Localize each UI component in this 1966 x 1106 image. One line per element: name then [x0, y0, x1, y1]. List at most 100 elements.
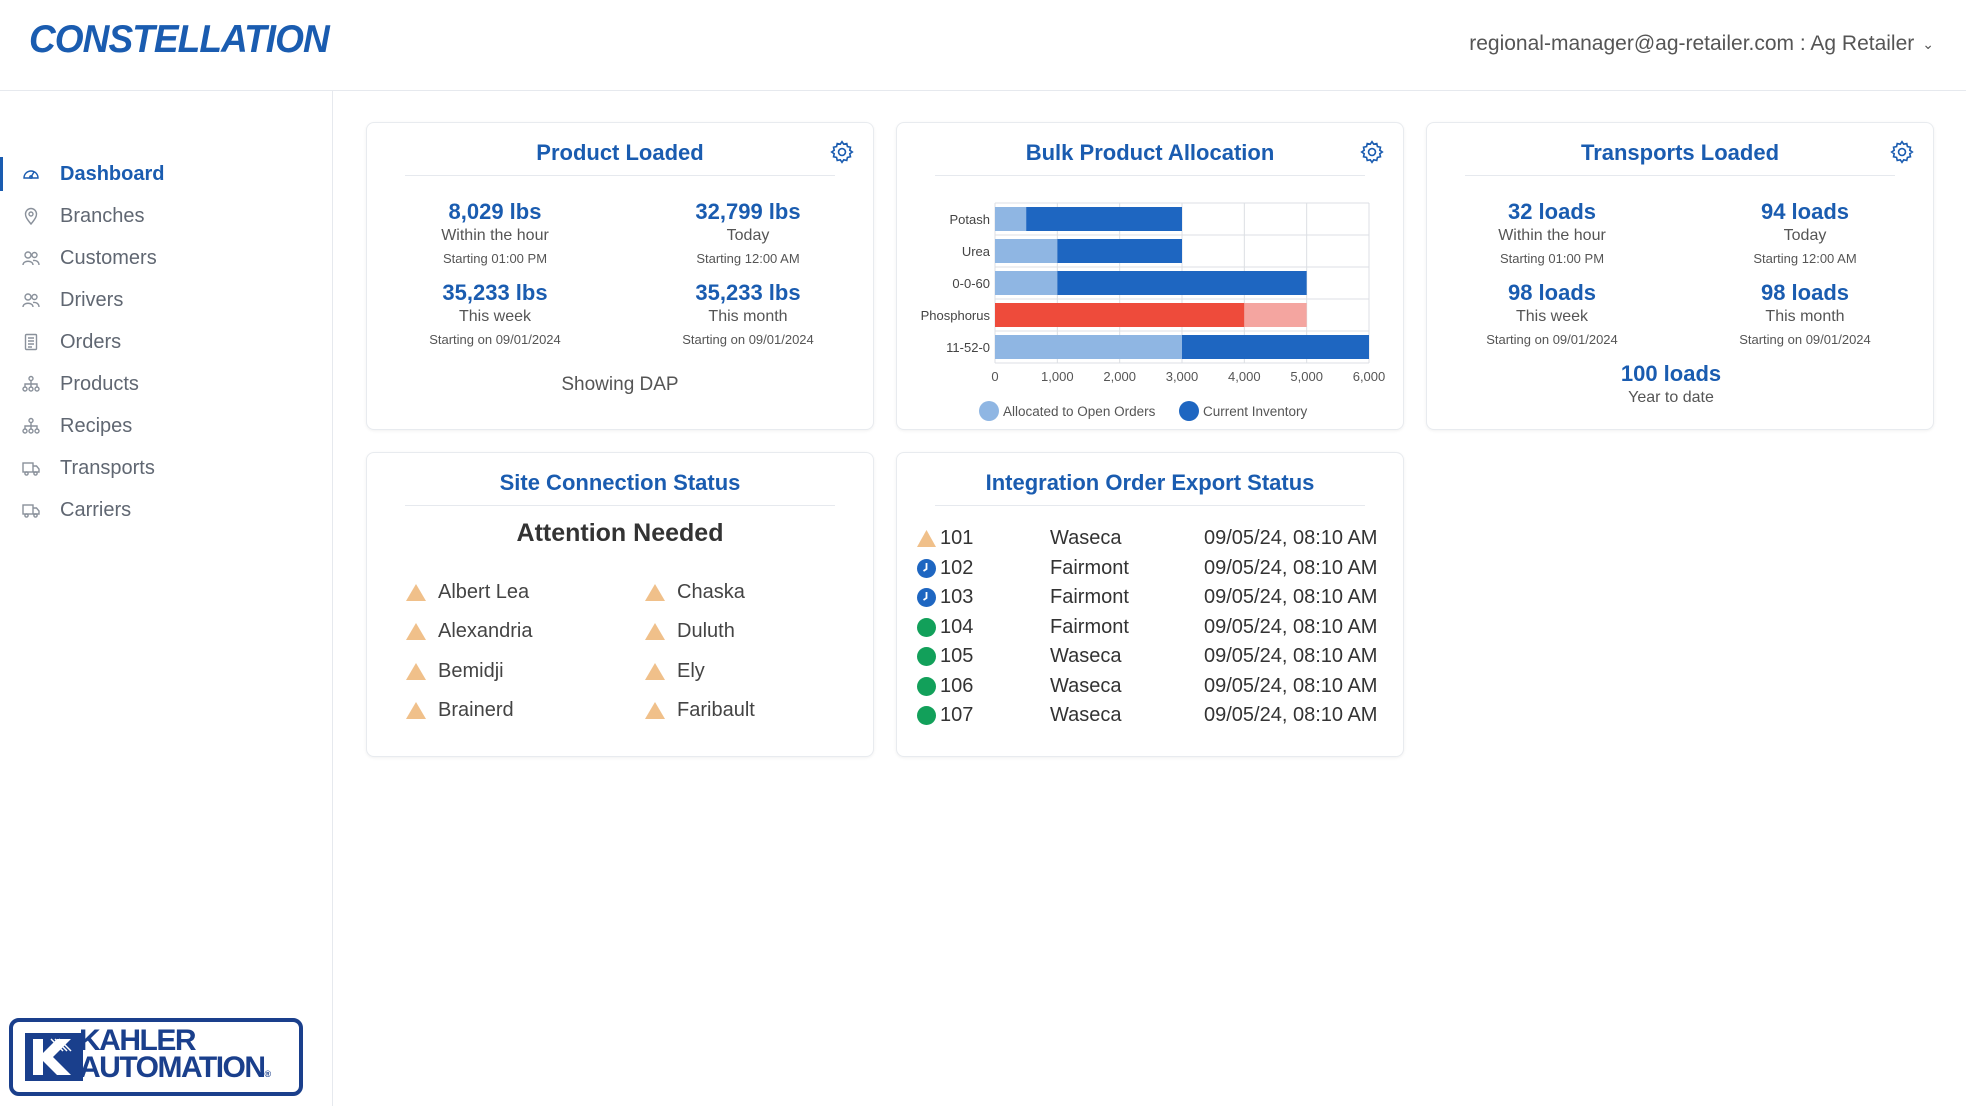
- card-title: Transports Loaded: [1465, 140, 1895, 176]
- stat-label: Within the hour: [1498, 227, 1606, 244]
- order-id: 101: [940, 526, 974, 549]
- kahler-logo-text: KAHLER AUTOMATION®: [79, 1023, 271, 1084]
- hierarchy-icon: [22, 417, 40, 434]
- sidebar-item-carriers[interactable]: Carriers: [0, 489, 332, 531]
- truck-icon: [22, 504, 40, 518]
- card-title: Integration Order Export Status: [935, 470, 1365, 506]
- site-item[interactable]: Ely: [644, 660, 705, 683]
- product-loaded-card: Product Loaded 8,029 lbs Within the hour…: [366, 122, 874, 430]
- export-row[interactable]: 105 Waseca 09/05/24, 08:10 AM: [916, 642, 1377, 670]
- stat-label: This month: [1765, 308, 1845, 325]
- top-header: CONSTELLATION regional-manager@ag-retail…: [0, 0, 1966, 91]
- sidebar-item-customers[interactable]: Customers: [0, 237, 332, 279]
- integration-export-card: Integration Order Export Status 101 Wase…: [896, 452, 1404, 757]
- sidebar-item-transports[interactable]: Transports: [0, 447, 332, 489]
- legend-label-allocated: Allocated to Open Orders: [1003, 404, 1156, 419]
- order-id: 104: [940, 615, 974, 638]
- order-location: Waseca: [1050, 644, 1122, 667]
- warning-triangle-icon: [645, 663, 665, 680]
- bar-inventory: [1182, 335, 1369, 359]
- export-row[interactable]: 104 Fairmont 09/05/24, 08:10 AM: [916, 613, 1377, 641]
- warning-triangle-icon: [645, 702, 665, 719]
- stat-sub: Starting on 09/01/2024: [682, 332, 814, 347]
- x-tick-label: 1,000: [1041, 369, 1074, 384]
- export-row[interactable]: 101 Waseca 09/05/24, 08:10 AM: [916, 524, 1377, 552]
- site-item[interactable]: Chaska: [644, 581, 745, 604]
- stat-this-week: 98 loads This week Starting on 09/01/202…: [1427, 280, 1677, 347]
- legend-swatch-allocated: [979, 401, 999, 421]
- stat-label: This month: [708, 308, 788, 325]
- site-item[interactable]: Bemidji: [405, 660, 504, 683]
- bulk-allocation-card: Bulk Product Allocation 0 1,000 2,000 3,000…: [896, 122, 1404, 430]
- order-location: Fairmont: [1050, 615, 1129, 638]
- x-tick-label: 6,000: [1353, 369, 1386, 384]
- order-id: 105: [940, 644, 974, 667]
- site-item[interactable]: Albert Lea: [405, 581, 529, 604]
- site-name: Albert Lea: [438, 581, 530, 603]
- stat-value: 35,233 lbs: [442, 280, 548, 305]
- export-row[interactable]: 102 Fairmont 09/05/24, 08:10 AM: [916, 554, 1377, 582]
- warning-triangle-icon: [406, 623, 426, 640]
- x-tick-label: 0: [991, 369, 998, 384]
- bar-allocated: [995, 271, 1058, 295]
- sidebar-item-label: Orders: [60, 330, 122, 353]
- stat-value: 32 loads: [1507, 199, 1597, 224]
- stat-label: Today: [726, 227, 770, 244]
- user-menu[interactable]: regional-manager@ag-retailer.com : Ag Re…: [1469, 32, 1934, 56]
- stat-sub: Starting 12:00 AM: [696, 251, 800, 266]
- sidebar-item-drivers[interactable]: Drivers: [0, 279, 332, 321]
- stat-sub: Starting on 09/01/2024: [1486, 332, 1618, 347]
- sidebar-item-label: Products: [60, 372, 139, 395]
- card-title: Product Loaded: [405, 140, 835, 176]
- bar-inventory: [1057, 239, 1182, 263]
- stat-this-week: 35,233 lbs This week Starting on 09/01/2…: [370, 280, 620, 347]
- bar-allocated: [995, 207, 1027, 231]
- stat-label: Today: [1783, 227, 1827, 244]
- site-item[interactable]: Alexandria: [405, 620, 533, 643]
- users-icon: [22, 251, 40, 266]
- stat-label: This week: [458, 308, 532, 325]
- legend-swatch-inventory: [1179, 401, 1199, 421]
- export-row[interactable]: 106 Waseca 09/05/24, 08:10 AM: [916, 672, 1377, 700]
- site-item[interactable]: Brainerd: [405, 699, 514, 722]
- stat-year-to-date: 100 loads Year to date: [1546, 361, 1796, 407]
- sidebar-item-branches[interactable]: Branches: [0, 195, 332, 237]
- kahler-k-mark-icon: [25, 1033, 83, 1081]
- x-tick-label: 2,000: [1103, 369, 1136, 384]
- dashboard-gauge-icon: [23, 170, 39, 179]
- export-row[interactable]: 107 Waseca 09/05/24, 08:10 AM: [916, 701, 1377, 729]
- export-row[interactable]: 103 Fairmont 09/05/24, 08:10 AM: [916, 583, 1377, 611]
- stat-sub: Starting 01:00 PM: [442, 251, 548, 266]
- stat-sub: Starting 12:00 AM: [1753, 251, 1857, 266]
- site-name: Faribault: [677, 699, 755, 721]
- sidebar-item-label: Transports: [60, 456, 155, 479]
- sidebar-item-label: Branches: [60, 204, 145, 227]
- sidebar-item-dashboard[interactable]: Dashboard: [0, 153, 332, 195]
- order-location: Waseca: [1050, 703, 1122, 726]
- sidebar-item-products[interactable]: Products: [0, 363, 332, 405]
- site-name: Ely: [677, 660, 705, 682]
- sidebar-item-orders[interactable]: Orders: [0, 321, 332, 363]
- card-title: Bulk Product Allocation: [935, 140, 1365, 176]
- app-logo[interactable]: CONSTELLATION: [29, 18, 330, 61]
- x-tick-label: 5,000: [1290, 369, 1323, 384]
- sidebar-item-recipes[interactable]: Recipes: [0, 405, 332, 447]
- gear-icon[interactable]: [1889, 139, 1915, 165]
- site-item[interactable]: Duluth: [644, 620, 735, 643]
- category-label: 0-0-60: [952, 276, 990, 291]
- stat-this-month: 35,233 lbs This month Starting on 09/01/…: [623, 280, 873, 347]
- site-name: Bemidji: [438, 660, 504, 682]
- gear-icon[interactable]: [829, 139, 855, 165]
- order-time: 09/05/24, 08:10 AM: [1204, 526, 1378, 549]
- truck-icon: [22, 462, 40, 476]
- category-label: Urea: [962, 244, 991, 259]
- sidebar-item-label: Drivers: [60, 288, 124, 311]
- stat-this-month: 98 loads This month Starting on 09/01/20…: [1680, 280, 1930, 347]
- site-item[interactable]: Faribault: [644, 699, 755, 722]
- stat-value: 8,029 lbs: [448, 199, 542, 224]
- order-location: Waseca: [1050, 674, 1122, 697]
- success-dot-icon: [917, 646, 936, 666]
- gear-icon[interactable]: [1359, 139, 1385, 165]
- stat-value: 32,799 lbs: [695, 199, 801, 224]
- stat-within-hour: 32 loads Within the hour Starting 01:00 …: [1427, 199, 1677, 266]
